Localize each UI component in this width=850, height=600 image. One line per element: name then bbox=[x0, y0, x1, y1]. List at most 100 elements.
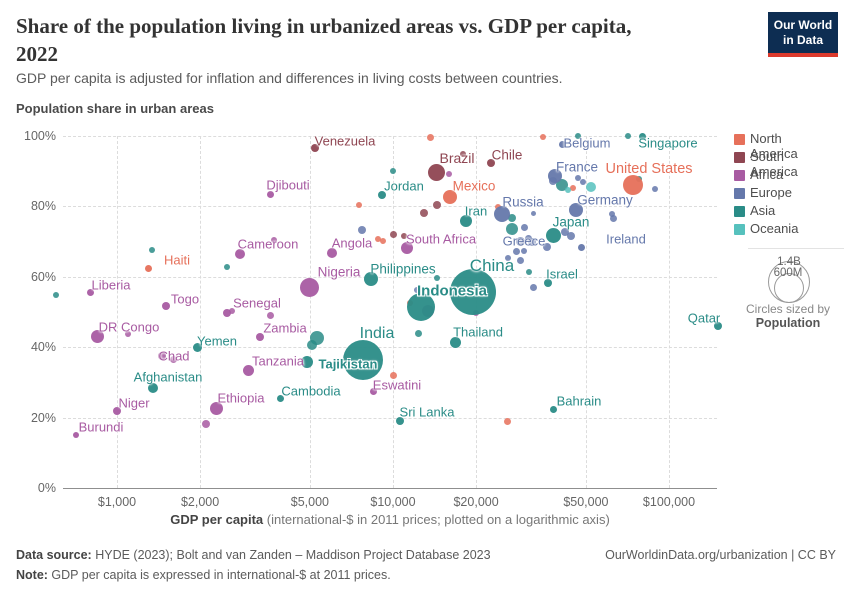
data-point-ireland[interactable] bbox=[577, 244, 585, 252]
data-point-sri-lanka[interactable] bbox=[395, 417, 404, 426]
y-tick-label: 100% bbox=[24, 129, 56, 143]
data-point[interactable] bbox=[446, 171, 453, 178]
data-point[interactable] bbox=[624, 133, 631, 139]
data-point-jordan[interactable] bbox=[377, 191, 386, 200]
data-point[interactable] bbox=[427, 133, 435, 141]
data-point-greece[interactable] bbox=[515, 237, 525, 247]
data-point-niger[interactable] bbox=[113, 406, 121, 415]
data-point-angola[interactable] bbox=[326, 247, 337, 258]
data-point[interactable] bbox=[531, 210, 537, 216]
data-point-tanzania[interactable] bbox=[243, 364, 255, 376]
data-point-south-africa[interactable] bbox=[400, 241, 413, 254]
data-point[interactable] bbox=[201, 419, 210, 428]
data-point[interactable] bbox=[357, 225, 366, 234]
data-point[interactable] bbox=[575, 174, 582, 181]
data-point-haiti[interactable] bbox=[144, 264, 152, 272]
data-point[interactable] bbox=[608, 211, 615, 218]
data-point-singapore[interactable] bbox=[638, 132, 646, 140]
data-point[interactable] bbox=[540, 134, 547, 141]
data-point-brazil[interactable] bbox=[428, 164, 446, 182]
data-point[interactable] bbox=[125, 330, 132, 337]
data-point[interactable] bbox=[512, 247, 520, 255]
data-point-qatar[interactable] bbox=[713, 322, 722, 331]
data-point[interactable] bbox=[566, 231, 575, 240]
data-point-burundi[interactable] bbox=[72, 431, 79, 438]
data-point[interactable] bbox=[223, 263, 230, 270]
data-point[interactable] bbox=[401, 232, 408, 239]
data-point[interactable] bbox=[355, 201, 362, 208]
data-point[interactable] bbox=[525, 268, 532, 275]
data-point-afghanistan[interactable] bbox=[147, 383, 158, 394]
data-point-belgium[interactable] bbox=[558, 140, 566, 148]
owid-logo[interactable]: Our World in Data bbox=[768, 12, 838, 57]
data-point-togo[interactable] bbox=[161, 302, 170, 311]
data-point[interactable] bbox=[389, 231, 397, 239]
data-point[interactable] bbox=[415, 330, 423, 338]
data-point[interactable] bbox=[528, 237, 537, 246]
data-point-chad[interactable] bbox=[157, 352, 166, 360]
data-point[interactable] bbox=[530, 283, 538, 291]
data-point[interactable] bbox=[506, 222, 519, 235]
data-point[interactable] bbox=[380, 237, 386, 244]
data-point-united-states[interactable] bbox=[622, 174, 643, 195]
data-point[interactable] bbox=[460, 150, 467, 157]
data-point[interactable] bbox=[149, 247, 156, 254]
data-point[interactable] bbox=[570, 185, 577, 192]
data-point[interactable] bbox=[521, 248, 528, 255]
data-point-germany[interactable] bbox=[568, 202, 583, 217]
data-point[interactable] bbox=[580, 179, 587, 186]
data-point[interactable] bbox=[575, 133, 582, 139]
data-point-bahrain[interactable] bbox=[550, 405, 558, 413]
data-point[interactable] bbox=[610, 214, 618, 222]
data-point[interactable] bbox=[561, 228, 570, 237]
data-point[interactable] bbox=[267, 312, 275, 320]
data-point[interactable] bbox=[542, 242, 551, 251]
footer-link[interactable]: OurWorldinData.org/urbanization | CC BY bbox=[605, 548, 836, 562]
data-point[interactable] bbox=[652, 186, 659, 193]
data-point-nigeria[interactable] bbox=[300, 277, 320, 297]
data-point[interactable] bbox=[433, 274, 440, 281]
data-point-cameroon[interactable] bbox=[235, 248, 246, 259]
data-point[interactable] bbox=[564, 186, 571, 193]
data-point-chile[interactable] bbox=[486, 159, 495, 168]
data-point[interactable] bbox=[52, 292, 59, 299]
data-point[interactable] bbox=[521, 224, 529, 232]
data-point-russia[interactable] bbox=[493, 206, 510, 223]
data-point[interactable] bbox=[517, 257, 525, 265]
data-point-iran[interactable] bbox=[460, 214, 473, 227]
data-point-djibouti[interactable] bbox=[267, 190, 275, 198]
data-point-mexico[interactable] bbox=[443, 189, 458, 204]
data-point-senegal[interactable] bbox=[222, 309, 231, 318]
data-point[interactable] bbox=[270, 236, 277, 243]
data-point[interactable] bbox=[504, 418, 512, 426]
data-point-eswatini[interactable] bbox=[370, 388, 378, 396]
data-point-india[interactable] bbox=[343, 339, 384, 380]
data-point-israel[interactable] bbox=[543, 279, 552, 288]
data-point-philippines[interactable] bbox=[363, 271, 378, 286]
data-point-venezuela[interactable] bbox=[310, 143, 319, 152]
data-point-france[interactable] bbox=[547, 169, 562, 184]
data-point[interactable] bbox=[390, 168, 396, 175]
data-point[interactable] bbox=[389, 371, 397, 379]
data-point[interactable] bbox=[504, 255, 511, 262]
data-point[interactable] bbox=[585, 182, 596, 193]
data-point-china[interactable] bbox=[450, 268, 497, 315]
data-point[interactable] bbox=[508, 214, 517, 223]
data-point-zambia[interactable] bbox=[256, 332, 265, 341]
data-point-thailand[interactable] bbox=[449, 337, 461, 349]
data-point-cambodia[interactable] bbox=[276, 395, 284, 403]
data-point-tajikistan[interactable] bbox=[301, 355, 314, 368]
data-point-ethiopia[interactable] bbox=[210, 401, 224, 415]
data-point[interactable] bbox=[432, 200, 441, 209]
data-point-yemen[interactable] bbox=[192, 343, 202, 353]
data-point[interactable] bbox=[169, 355, 177, 363]
data-point-indonesia[interactable] bbox=[406, 292, 435, 321]
data-point-dr-congo[interactable] bbox=[91, 330, 105, 344]
data-point[interactable] bbox=[374, 236, 381, 243]
data-point[interactable] bbox=[228, 307, 235, 314]
data-point[interactable] bbox=[420, 209, 429, 218]
data-point-liberia[interactable] bbox=[86, 289, 94, 297]
data-point[interactable] bbox=[307, 340, 318, 351]
data-point[interactable] bbox=[413, 286, 420, 293]
data-point-japan[interactable] bbox=[545, 228, 561, 244]
